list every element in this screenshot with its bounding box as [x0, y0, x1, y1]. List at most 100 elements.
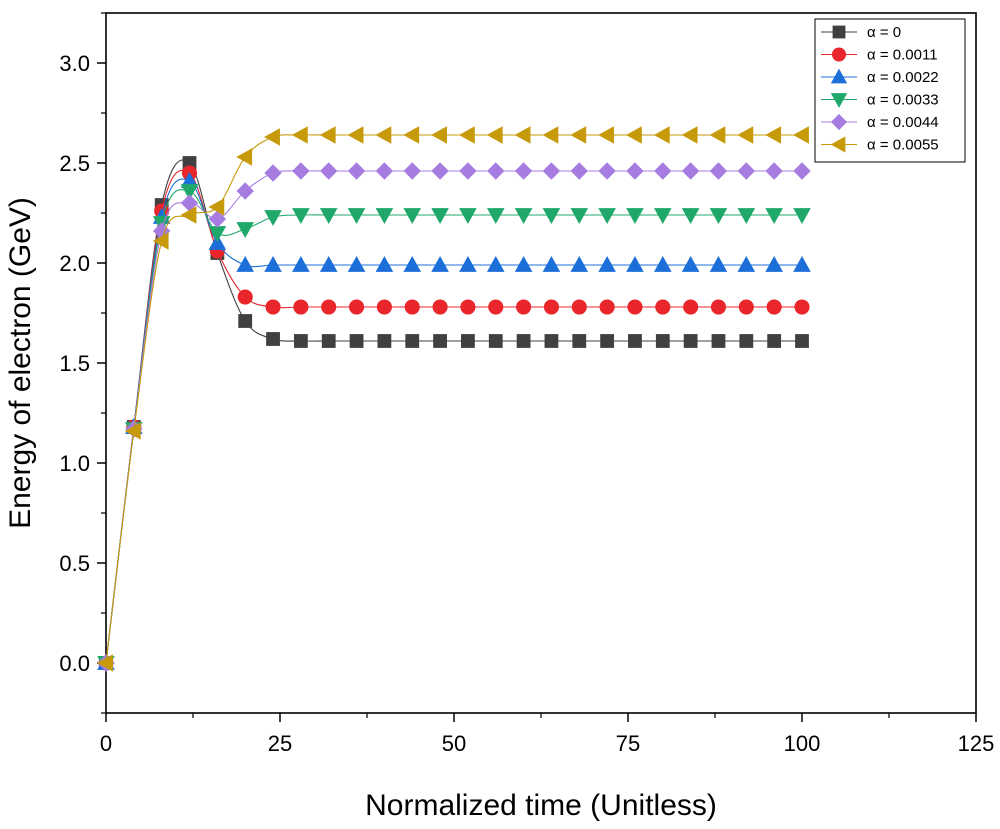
- data-point: [459, 208, 477, 224]
- data-point: [291, 126, 308, 144]
- x-tick-label: 50: [442, 731, 466, 756]
- data-point: [264, 164, 282, 182]
- data-point: [208, 210, 227, 228]
- data-point: [514, 256, 533, 272]
- y-tick-label: 0.5: [59, 551, 90, 576]
- data-point: [571, 299, 587, 315]
- data-point: [570, 126, 587, 144]
- data-point: [208, 198, 225, 216]
- data-point: [404, 299, 420, 315]
- data-point: [431, 162, 449, 180]
- data-point: [488, 334, 503, 348]
- data-point: [403, 208, 422, 224]
- data-point: [264, 256, 282, 272]
- data-point: [349, 334, 364, 348]
- series-3: [97, 184, 811, 672]
- data-point: [681, 162, 700, 180]
- legend-marker: [830, 93, 848, 108]
- data-point: [403, 162, 421, 180]
- data-point: [767, 334, 782, 348]
- data-point: [626, 162, 644, 180]
- data-point: [793, 208, 811, 224]
- data-point: [514, 208, 533, 224]
- data-point: [570, 256, 589, 272]
- data-point: [598, 256, 616, 272]
- data-point: [653, 256, 672, 272]
- y-tick-label: 2.0: [59, 251, 90, 276]
- legend: α = 0 α = 0.0011 α = 0.0022 α = 0.0033 α = 0…: [814, 18, 966, 163]
- data-point: [627, 299, 643, 315]
- data-point: [321, 299, 337, 315]
- data-point: [349, 299, 365, 315]
- data-point: [737, 256, 756, 272]
- data-point: [681, 126, 698, 144]
- data-point: [626, 256, 644, 272]
- data-point: [570, 208, 589, 224]
- data-point: [460, 299, 476, 315]
- series-line: [105, 169, 802, 664]
- legend-label: α = 0.0044: [867, 114, 939, 131]
- data-point: [654, 162, 672, 180]
- data-point: [238, 314, 253, 328]
- series-line: [105, 159, 802, 664]
- data-point: [375, 256, 394, 272]
- x-tick-label: 25: [268, 731, 292, 756]
- x-tick-label: 75: [616, 731, 640, 756]
- legend-label: α = 0.0011: [867, 47, 938, 64]
- series-2: [97, 172, 811, 670]
- axis-ticks: 0 25 50 75 100 125 0.0 0.5 1.0 1.5 2.0 2.5 3.0: [59, 12, 994, 756]
- data-point: [709, 126, 726, 144]
- data-point: [431, 256, 449, 272]
- data-point: [572, 334, 587, 348]
- data-point: [542, 162, 561, 180]
- y-axis-title: Energy of electron (GeV): [4, 197, 37, 529]
- data-point: [124, 422, 141, 440]
- data-point: [321, 334, 336, 348]
- data-point: [514, 126, 531, 144]
- data-point: [599, 299, 615, 315]
- legend-label: α = 0: [867, 24, 901, 41]
- series-line: [105, 189, 802, 664]
- data-point: [375, 162, 394, 180]
- data-point: [655, 334, 670, 348]
- data-point: [793, 256, 811, 272]
- x-tick-label: 0: [100, 731, 112, 756]
- data-point: [683, 299, 699, 315]
- legend-box: [814, 18, 966, 163]
- data-point: [626, 208, 644, 224]
- data-point: [293, 299, 309, 315]
- data-point: [681, 208, 700, 224]
- data-point: [598, 208, 616, 224]
- data-point: [655, 299, 671, 315]
- data-point: [265, 299, 281, 315]
- data-point: [236, 256, 255, 272]
- data-point: [347, 162, 366, 180]
- data-point: [737, 208, 756, 224]
- data-point: [376, 299, 392, 315]
- series-line: [105, 170, 802, 664]
- data-point: [293, 334, 308, 348]
- data-point: [514, 162, 533, 180]
- data-point: [544, 334, 559, 348]
- series-0: [99, 156, 809, 670]
- legend-marker: [830, 68, 848, 84]
- data-point: [766, 299, 782, 315]
- data-point: [710, 299, 727, 315]
- data-point: [709, 208, 728, 224]
- data-point: [486, 208, 505, 224]
- data-point: [626, 126, 642, 144]
- legend-marker: [832, 25, 846, 39]
- data-point: [737, 162, 756, 180]
- legend-entry: α = 0.0033: [821, 92, 939, 109]
- data-point: [683, 334, 698, 348]
- data-point: [570, 162, 588, 180]
- legend-entry: α = 0.0055: [821, 136, 939, 154]
- legend-entry: α = 0.0044: [821, 113, 939, 131]
- data-point: [236, 222, 255, 238]
- data-point: [319, 256, 338, 272]
- data-point: [516, 299, 532, 315]
- data-point: [793, 126, 809, 144]
- series-1: [98, 165, 810, 671]
- data-point: [794, 299, 810, 315]
